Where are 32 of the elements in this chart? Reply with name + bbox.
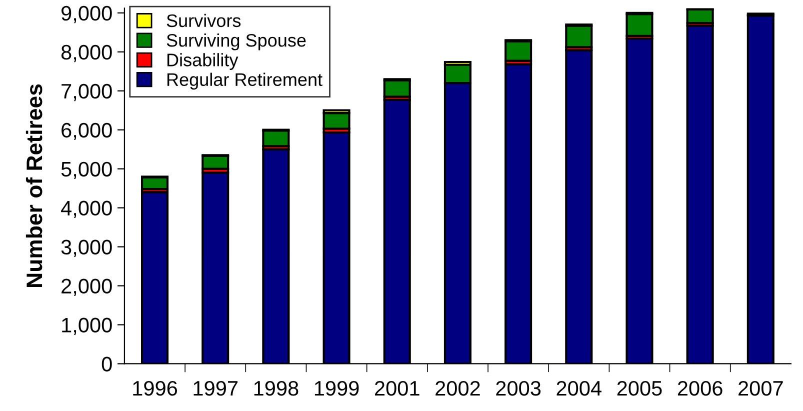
x-tick-label: 2001 [375, 380, 420, 396]
bar [504, 40, 532, 62]
x-tick-label: 2003 [496, 380, 541, 396]
bar [626, 13, 654, 37]
y-tick-label: 7,000 [62, 84, 112, 102]
legend-label: Regular Retirement [167, 72, 322, 90]
x-tick-label: 1999 [314, 380, 359, 396]
x-tick-label: 2007 [738, 380, 783, 396]
y-tick-label: 0 [102, 356, 112, 372]
y-tick-label: 6,000 [62, 122, 112, 140]
y-tick-label: 3,000 [61, 240, 112, 258]
bar [262, 130, 290, 148]
x-tick-label: 2006 [678, 380, 722, 396]
x-tick-label: 2005 [617, 380, 662, 396]
x-tick-label: 2004 [556, 380, 602, 396]
bar [686, 8, 714, 24]
legend-label: Surviving Spouse [166, 33, 306, 50]
x-tick-label: 2002 [436, 380, 480, 396]
y-tick-label: 5,000 [61, 162, 112, 180]
bar [383, 79, 411, 98]
x-tick-label: 1998 [254, 380, 298, 396]
legend-label: Survivors [166, 14, 241, 28]
x-tick-label: 1996 [133, 380, 178, 396]
y-tick-label: 2,000 [62, 278, 112, 296]
y-tick-label: 1,000 [62, 318, 112, 335]
legend-label: Disability [167, 53, 238, 70]
y-tick-label: 4,000 [61, 200, 112, 218]
bar [565, 24, 593, 48]
y-tick-label: 8,000 [61, 44, 112, 62]
y-tick-label: 9,000 [62, 6, 112, 24]
x-tick-label: 1997 [194, 380, 238, 396]
y-axis-title: Number of Retirees [26, 84, 42, 287]
